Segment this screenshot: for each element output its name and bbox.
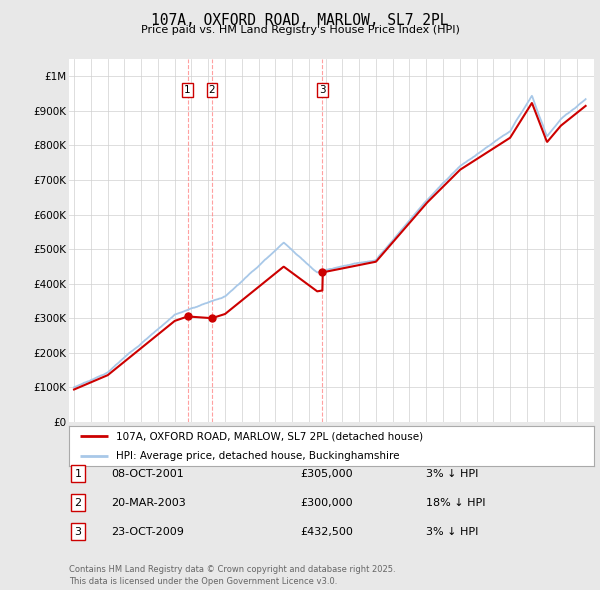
Text: 3% ↓ HPI: 3% ↓ HPI [426,527,478,536]
Text: 1: 1 [74,469,82,478]
Text: 18% ↓ HPI: 18% ↓ HPI [426,498,485,507]
Text: 23-OCT-2009: 23-OCT-2009 [111,527,184,536]
Text: 107A, OXFORD ROAD, MARLOW, SL7 2PL: 107A, OXFORD ROAD, MARLOW, SL7 2PL [151,13,449,28]
Text: 1: 1 [184,85,191,95]
Text: 2: 2 [209,85,215,95]
Text: 08-OCT-2001: 08-OCT-2001 [111,469,184,478]
Text: Price paid vs. HM Land Registry's House Price Index (HPI): Price paid vs. HM Land Registry's House … [140,25,460,35]
Text: 3% ↓ HPI: 3% ↓ HPI [426,469,478,478]
Text: 2: 2 [74,498,82,507]
Text: 107A, OXFORD ROAD, MARLOW, SL7 2PL (detached house): 107A, OXFORD ROAD, MARLOW, SL7 2PL (deta… [116,431,424,441]
Text: 3: 3 [74,527,82,536]
Text: This data is licensed under the Open Government Licence v3.0.: This data is licensed under the Open Gov… [69,577,337,586]
Text: Contains HM Land Registry data © Crown copyright and database right 2025.: Contains HM Land Registry data © Crown c… [69,565,395,574]
Text: £305,000: £305,000 [300,469,353,478]
Text: 3: 3 [319,85,326,95]
Text: HPI: Average price, detached house, Buckinghamshire: HPI: Average price, detached house, Buck… [116,451,400,461]
Text: 20-MAR-2003: 20-MAR-2003 [111,498,186,507]
Text: £300,000: £300,000 [300,498,353,507]
Text: £432,500: £432,500 [300,527,353,536]
